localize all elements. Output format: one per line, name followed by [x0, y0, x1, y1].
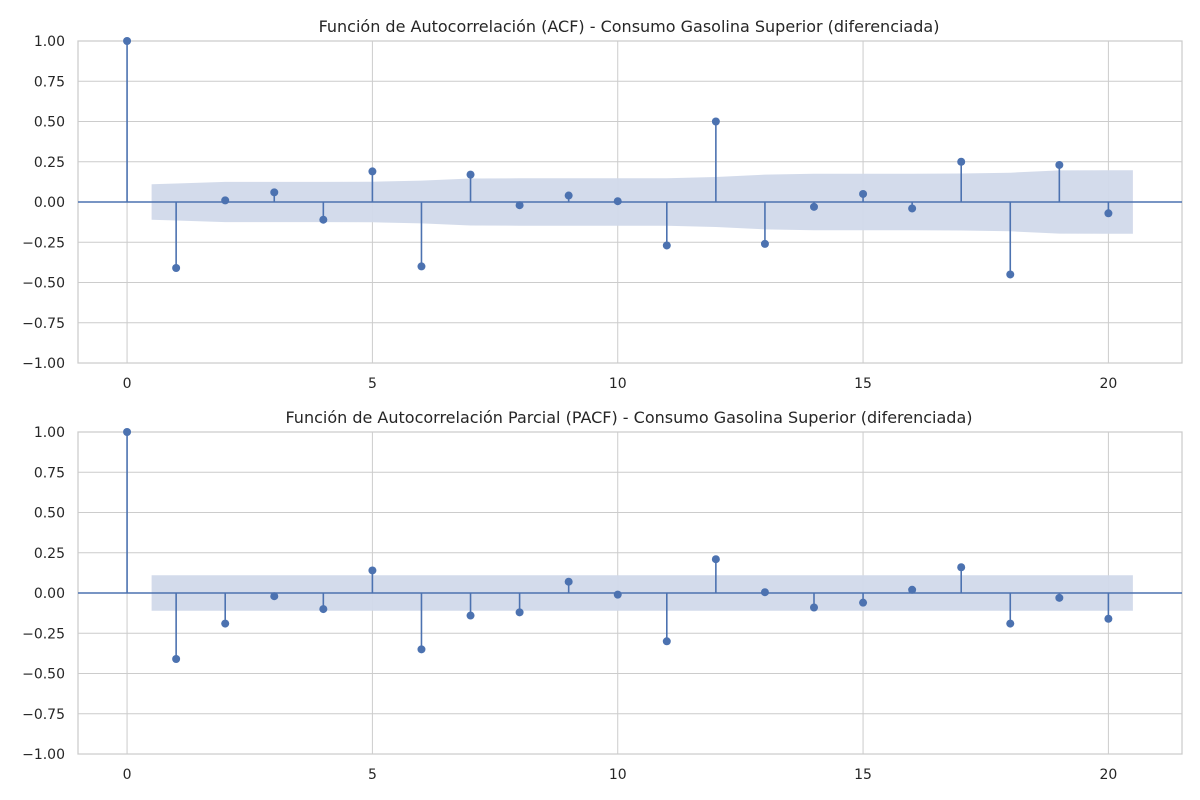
pacf-marker-lag-15 [859, 598, 868, 607]
acf-marker-lag-17 [957, 157, 966, 166]
acf-y-tick-label: 0.25 [34, 155, 65, 171]
pacf-x-tick-label: 15 [854, 767, 872, 783]
pacf-x-tick-label: 10 [609, 767, 627, 783]
pacf-marker-lag-1 [172, 655, 181, 664]
pacf-marker-lag-11 [662, 637, 671, 646]
pacf-y-tick-label: −0.75 [22, 707, 65, 723]
acf-marker-lag-4 [319, 215, 328, 224]
acf-y-tick-label: −0.75 [22, 316, 65, 332]
pacf-marker-lag-5 [368, 566, 377, 575]
acf-marker-lag-7 [466, 170, 475, 179]
pacf-y-tick-label: −0.50 [22, 667, 65, 683]
acf-marker-lag-18 [1006, 270, 1015, 279]
pacf-y-tick-label: 0.00 [34, 586, 65, 602]
pacf-marker-lag-20 [1104, 614, 1113, 623]
acf-marker-lag-15 [859, 189, 868, 198]
acf-y-tick-label: 0.50 [34, 115, 65, 131]
acf-marker-lag-6 [417, 262, 426, 271]
pacf-marker-lag-12 [711, 555, 720, 564]
pacf-x-tick-label: 20 [1099, 767, 1117, 783]
acf-y-tick-label: 0.75 [34, 74, 65, 90]
acf-marker-lag-0 [123, 37, 132, 45]
pacf-marker-lag-0 [123, 428, 132, 436]
pacf-marker-lag-3 [270, 592, 279, 601]
pacf-title: Función de Autocorrelación Parcial (PACF… [285, 408, 972, 427]
pacf-marker-lag-9 [564, 577, 573, 586]
acf-marker-lag-8 [515, 201, 524, 210]
acf-x-tick-label: 10 [609, 376, 627, 392]
acf-marker-lag-11 [662, 241, 671, 250]
pacf-marker-lag-8 [515, 608, 524, 617]
acf-y-tick-label: −0.50 [22, 276, 65, 292]
pacf-marker-lag-18 [1006, 619, 1015, 628]
acf-panel: 1.00 0.75 0.50 0.25 0.00 −0.25 −0.50 −0.75 −1.00… [22, 17, 1183, 392]
pacf-marker-lag-13 [760, 588, 769, 597]
acf-marker-lag-5 [368, 167, 377, 176]
pacf-x-tick-label: 5 [368, 767, 377, 783]
acf-marker-lag-14 [810, 202, 818, 211]
pacf-x-tick-label: 0 [123, 767, 132, 783]
acf-marker-lag-20 [1104, 209, 1113, 218]
pacf-marker-lag-6 [417, 645, 426, 654]
acf-marker-lag-16 [908, 204, 917, 213]
acf-marker-lag-19 [1055, 160, 1064, 169]
pacf-marker-lag-14 [810, 603, 818, 612]
acf-marker-lag-12 [711, 117, 720, 126]
pacf-marker-lag-4 [319, 605, 328, 614]
acf-y-tick-label: 1.00 [34, 34, 65, 50]
acf-x-tick-label: 15 [854, 376, 872, 392]
acf-marker-lag-9 [564, 191, 573, 200]
acf-x-tick-label: 20 [1099, 376, 1117, 392]
pacf-marker-lag-17 [957, 563, 966, 572]
pacf-marker-lag-19 [1055, 593, 1064, 602]
acf-marker-lag-2 [221, 196, 230, 205]
acf-title: Función de Autocorrelación (ACF) - Consu… [319, 17, 940, 36]
acf-y-tick-label: −0.25 [22, 235, 65, 251]
pacf-y-tick-label: 1.00 [34, 425, 65, 441]
acf-marker-lag-13 [760, 239, 769, 248]
pacf-marker-lag-10 [613, 590, 622, 599]
pacf-marker-lag-2 [221, 619, 230, 628]
acf-marker-lag-1 [172, 264, 181, 273]
acf-marker-lag-10 [613, 197, 622, 206]
pacf-y-tick-label: 0.25 [34, 546, 65, 562]
pacf-panel: 1.00 0.75 0.50 0.25 0.00 −0.25 −0.50 −0.75 −1.00… [22, 408, 1183, 783]
acf-x-tick-label: 0 [123, 376, 132, 392]
acf-marker-lag-3 [270, 188, 279, 197]
acf-x-tick-label: 5 [368, 376, 377, 392]
pacf-y-tick-label: 0.75 [34, 465, 65, 481]
acf-y-tick-label: −1.00 [22, 356, 65, 372]
pacf-y-tick-label: 0.50 [34, 506, 65, 522]
pacf-y-tick-label: −1.00 [22, 747, 65, 763]
pacf-y-tick-label: −0.25 [22, 626, 65, 642]
acf-y-tick-label: 0.00 [34, 195, 65, 211]
pacf-marker-lag-7 [466, 611, 475, 620]
pacf-marker-lag-16 [908, 585, 917, 594]
